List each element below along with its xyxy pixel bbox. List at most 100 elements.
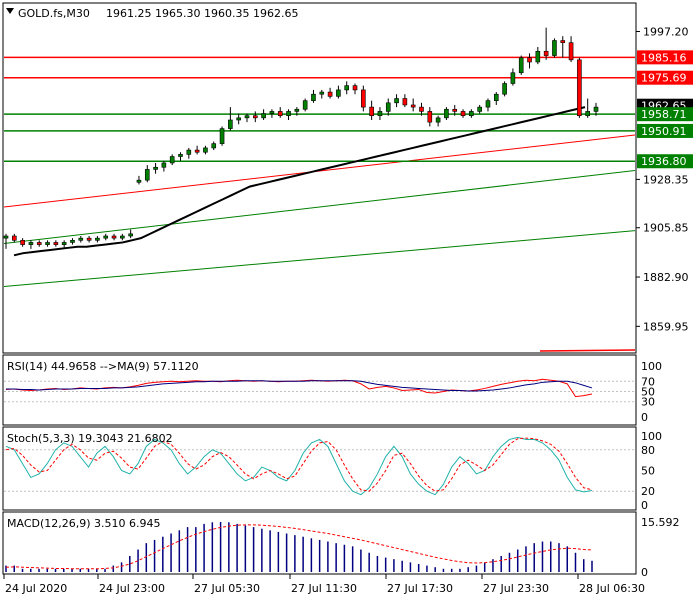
rsi-label: RSI(14) 44.9658 -->MA(9) 57.1120 [7,360,199,373]
candle-body [460,111,466,117]
dropdown-triangle-icon[interactable] [6,8,14,14]
candle-body [344,85,350,91]
price-axis-label: 1928.35 [643,173,689,186]
candle-body [178,154,183,157]
candle-body [3,235,9,239]
macd-axis-label: 0 [641,566,648,579]
price-plot-area [3,27,636,352]
price-axis[interactable]: 1997.201985.161975.691962.651958.711950.… [636,25,693,333]
price-panel[interactable]: GOLD.fs,M30 1961.25 1965.30 1960.35 1962… [2,2,693,354]
candle-body [485,100,491,108]
rsi-axis-label: 50 [641,386,655,399]
candle-body [78,237,84,241]
candle-body [560,40,566,43]
time-axis-label: 24 Jul 23:00 [99,582,165,595]
candle-body [203,147,208,153]
ohlc-readout: 1961.25 1965.30 1960.35 1962.65 [106,7,298,20]
price-tag-1950-91: 1950.91 [637,123,693,138]
trendline-2 [3,169,636,245]
candle-body [286,111,291,117]
candle-body [319,91,325,95]
candle-body [410,104,416,108]
price-axis-label: 1905.85 [643,222,689,235]
candle-body [244,115,250,119]
symbol-title: GOLD.fs,M30 [18,7,90,20]
candle-body [302,100,308,110]
price-panel-frame [2,2,637,354]
time-axis-label: 27 Jul 23:30 [483,582,549,595]
candle-body [95,237,100,241]
candle-body [502,83,507,95]
macd-signal-line [5,524,593,570]
candle-body [452,108,458,112]
candle-body [36,242,42,245]
candle-body [186,149,192,155]
candle-body [144,169,150,181]
macd-axis-label: 15.592 [641,516,680,529]
stochastic-axis-label: 80 [641,444,655,457]
price-tag-1975-69: 1975.69 [637,70,693,85]
candle-body [402,98,408,106]
macd-axis: 15.592 0 [641,516,680,579]
candle-body [352,85,358,91]
candle-body [568,42,574,61]
price-tag-label: 1985.16 [641,51,687,64]
rsi-panel[interactable]: RSI(14) 44.9658 -->MA(9) 57.1120 100 7050… [2,354,662,426]
rsi-ma-line [6,380,593,392]
candle-body [269,111,275,114]
candle-body [261,113,266,119]
trendline-3 [3,230,636,287]
time-axis[interactable]: 24 Jul 2020 24 Jul 23:00 27 Jul 05:30 27 Ju… [3,574,645,595]
rsi-axis-label: 70 [641,375,655,388]
candle-body [294,108,300,112]
price-tag-box [637,123,693,138]
time-axis-label: 28 Jul 06:30 [579,582,645,595]
price-tag-1985-16: 1985.16 [637,50,693,65]
candle-body [369,106,374,117]
price-axis-label: 1859.95 [643,320,689,333]
macd-label: MACD(12,26,9) 3.510 6.945 [7,517,161,530]
candle-body [28,242,34,245]
stochastic-axis-label: 100 [641,430,662,443]
candle-body [518,57,524,74]
rsi-axis-label: 0 [641,411,648,424]
candle-body [385,102,391,112]
candle-body [103,235,109,239]
macd-panel[interactable]: MACD(12,26,9) 3.510 6.945 15.592 0 [2,511,680,579]
price-axis-label: 1882.90 [643,271,689,284]
time-axis-label: 27 Jul 17:30 [387,582,453,595]
time-axis-label: 24 Jul 2020 [5,582,67,595]
time-axis-label: 27 Jul 05:30 [194,582,260,595]
candle-body [70,239,75,243]
price-tag-box [637,50,693,65]
candle-body [194,149,200,153]
candle-body [535,50,541,63]
price-tag-box [637,107,693,122]
candle-body [327,91,333,97]
candle-body [153,166,158,170]
price-tag-1936-80: 1936.80 [637,154,693,169]
price-tag-label: 1936.80 [641,155,687,168]
stochastic-axis-label: 0 [641,499,648,512]
candle-body [593,106,599,112]
candle-body [61,242,67,245]
candle-body [361,89,366,108]
candle-body [394,98,399,104]
candle-body [53,242,59,245]
stochastic-label: Stoch(5,3,3) 19.3043 21.6802 [7,432,173,445]
stochastic-signal-line [5,437,593,492]
candle-body [493,93,499,101]
price-tag-label: 1975.69 [641,72,687,85]
time-axis-label: 27 Jul 11:30 [291,582,357,595]
candle-body [585,111,590,117]
candle-body [435,117,441,123]
candle-body [336,89,341,97]
stochastic-plot-area [4,436,635,496]
candle-body [211,143,217,149]
